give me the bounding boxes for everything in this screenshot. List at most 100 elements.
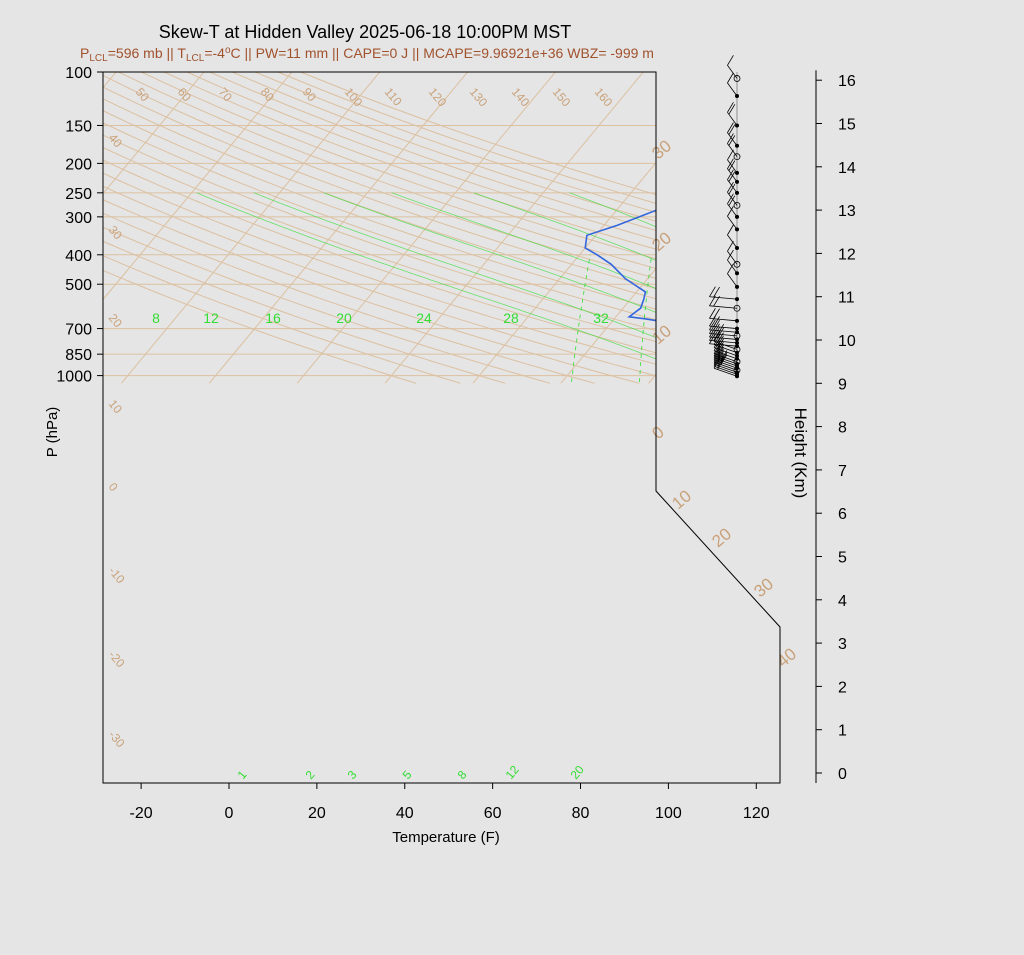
wind-barb-feather bbox=[717, 335, 724, 346]
mixing-ratio-label-top: 8 bbox=[152, 310, 160, 326]
wind-barb-dot bbox=[735, 214, 740, 219]
wind-barb-dot bbox=[733, 260, 741, 268]
wind-barb-dot bbox=[735, 340, 740, 345]
wind-barb-feather bbox=[709, 319, 716, 331]
isotherm-line bbox=[296, 72, 562, 384]
wind-barb-dot bbox=[735, 179, 740, 184]
wind-barb bbox=[709, 336, 738, 340]
height-tick-label: 2 bbox=[838, 679, 847, 696]
y-axis-label: P (hPa) bbox=[44, 407, 61, 458]
subtitle-t-lcl: =-4 bbox=[204, 45, 225, 61]
wind-barb-feather bbox=[727, 122, 734, 133]
wind-barb-feather bbox=[727, 55, 734, 66]
dry-adiabat-line bbox=[118, 72, 780, 384]
wind-barb-dot bbox=[735, 143, 740, 148]
height-tick-label: 14 bbox=[838, 160, 856, 177]
isotherm-line bbox=[208, 72, 474, 384]
wind-barb bbox=[727, 132, 738, 147]
height-tick-label: 13 bbox=[838, 203, 856, 220]
height-tick-label: 16 bbox=[838, 73, 856, 90]
wind-barb-feather bbox=[727, 263, 734, 274]
mixing-ratio-label-top: 32 bbox=[593, 310, 609, 326]
isotherm-line bbox=[0, 65, 34, 383]
wind-barb-dot bbox=[735, 190, 740, 195]
wind-barb bbox=[727, 82, 738, 97]
height-tick-label: 7 bbox=[838, 463, 847, 480]
isotherm-line bbox=[103, 72, 298, 384]
wind-barb-dot bbox=[735, 123, 740, 128]
pressure-tick-label: 100 bbox=[65, 65, 92, 82]
wind-barb-feather bbox=[713, 334, 721, 345]
isotherm-line bbox=[648, 72, 780, 384]
height-tick-label: 6 bbox=[838, 506, 847, 523]
dry-adiabat-line bbox=[103, 72, 685, 384]
x-axis-label: Temperature (F) bbox=[392, 829, 500, 846]
chart-subtitle: PLCL=596 mb || TLCL=-4oC || PW=11 mm || … bbox=[80, 45, 654, 64]
wind-barb bbox=[713, 363, 738, 373]
dry-adiabat-line bbox=[141, 72, 780, 384]
height-tick-label: 10 bbox=[838, 333, 856, 350]
dry-adiabat-line bbox=[186, 72, 780, 384]
wind-barb-dot bbox=[733, 304, 741, 312]
temperature-tick-label: 60 bbox=[484, 805, 502, 822]
height-tick-label: 11 bbox=[838, 290, 855, 307]
wind-barb-feather bbox=[728, 104, 736, 115]
wind-barb bbox=[709, 329, 738, 333]
moist-adiabat-line bbox=[671, 192, 780, 383]
temperature-tick-label: -20 bbox=[130, 805, 153, 822]
wind-barb-feather bbox=[727, 133, 734, 144]
wind-barb bbox=[727, 179, 738, 194]
subtitle-rest: C || PW=11 mm || CAPE=0 J || MCAPE=9.969… bbox=[231, 45, 654, 61]
mixing-ratio-line bbox=[681, 254, 690, 383]
height-tick-label: 5 bbox=[838, 550, 847, 567]
temperature-profile bbox=[830, 72, 1024, 370]
wind-barb-feather bbox=[713, 316, 720, 327]
pressure-tick-label: 150 bbox=[65, 118, 92, 135]
mixing-ratio-label-top: 16 bbox=[265, 310, 281, 326]
wind-barb-dot bbox=[735, 170, 740, 175]
wind-barb-feather bbox=[727, 224, 734, 236]
wind-barb-feather bbox=[727, 240, 734, 252]
wind-barb bbox=[709, 305, 738, 309]
mixing-ratio-label-top: 28 bbox=[503, 310, 519, 326]
isotherm-line bbox=[736, 72, 780, 384]
wind-barb bbox=[727, 191, 738, 206]
wind-barb-dot bbox=[735, 284, 740, 289]
wind-barb-feather bbox=[727, 206, 734, 217]
wind-barb-feather bbox=[728, 135, 736, 146]
dry-adiabat-line bbox=[255, 72, 780, 384]
plot-frame-bg bbox=[103, 72, 780, 783]
mixing-ratio-line bbox=[832, 255, 841, 382]
pressure-tick-label: 400 bbox=[65, 248, 92, 265]
isotherm-label-right: 20 bbox=[708, 524, 735, 551]
mixing-ratio-line bbox=[639, 254, 652, 383]
wind-barb bbox=[709, 296, 738, 300]
temperature-tick-label: 100 bbox=[655, 805, 682, 822]
wind-barb-feather bbox=[713, 308, 720, 319]
wind-barb-feather bbox=[709, 308, 716, 319]
wind-barb-feather bbox=[709, 286, 716, 297]
pressure-tick-label: 500 bbox=[65, 277, 92, 294]
wind-barb bbox=[709, 333, 738, 337]
wind-barb bbox=[727, 250, 738, 265]
wind-barb-dot bbox=[735, 326, 740, 331]
pressure-tick-label: 300 bbox=[65, 210, 92, 227]
mixing-ratio-label-top: 20 bbox=[336, 310, 352, 326]
wind-barb bbox=[727, 65, 738, 79]
wind-barb-feather bbox=[713, 320, 720, 331]
height-tick-label: 4 bbox=[838, 593, 847, 610]
dry-adiabat-line bbox=[103, 72, 595, 384]
temperature-tick-label: 120 bbox=[743, 805, 770, 822]
wind-barb-dot bbox=[733, 201, 741, 209]
wind-barb bbox=[727, 216, 738, 230]
wind-barb-dot bbox=[735, 330, 740, 335]
wind-barb-feather bbox=[727, 193, 734, 204]
height-tick-label: 0 bbox=[838, 766, 847, 783]
mixing-ratio-line bbox=[571, 254, 591, 383]
isotherm-line bbox=[912, 65, 1024, 383]
wind-barb-feather bbox=[713, 323, 720, 335]
wind-barb-feather bbox=[713, 286, 720, 298]
wind-barb bbox=[709, 317, 738, 322]
isotherm-line bbox=[384, 72, 650, 384]
